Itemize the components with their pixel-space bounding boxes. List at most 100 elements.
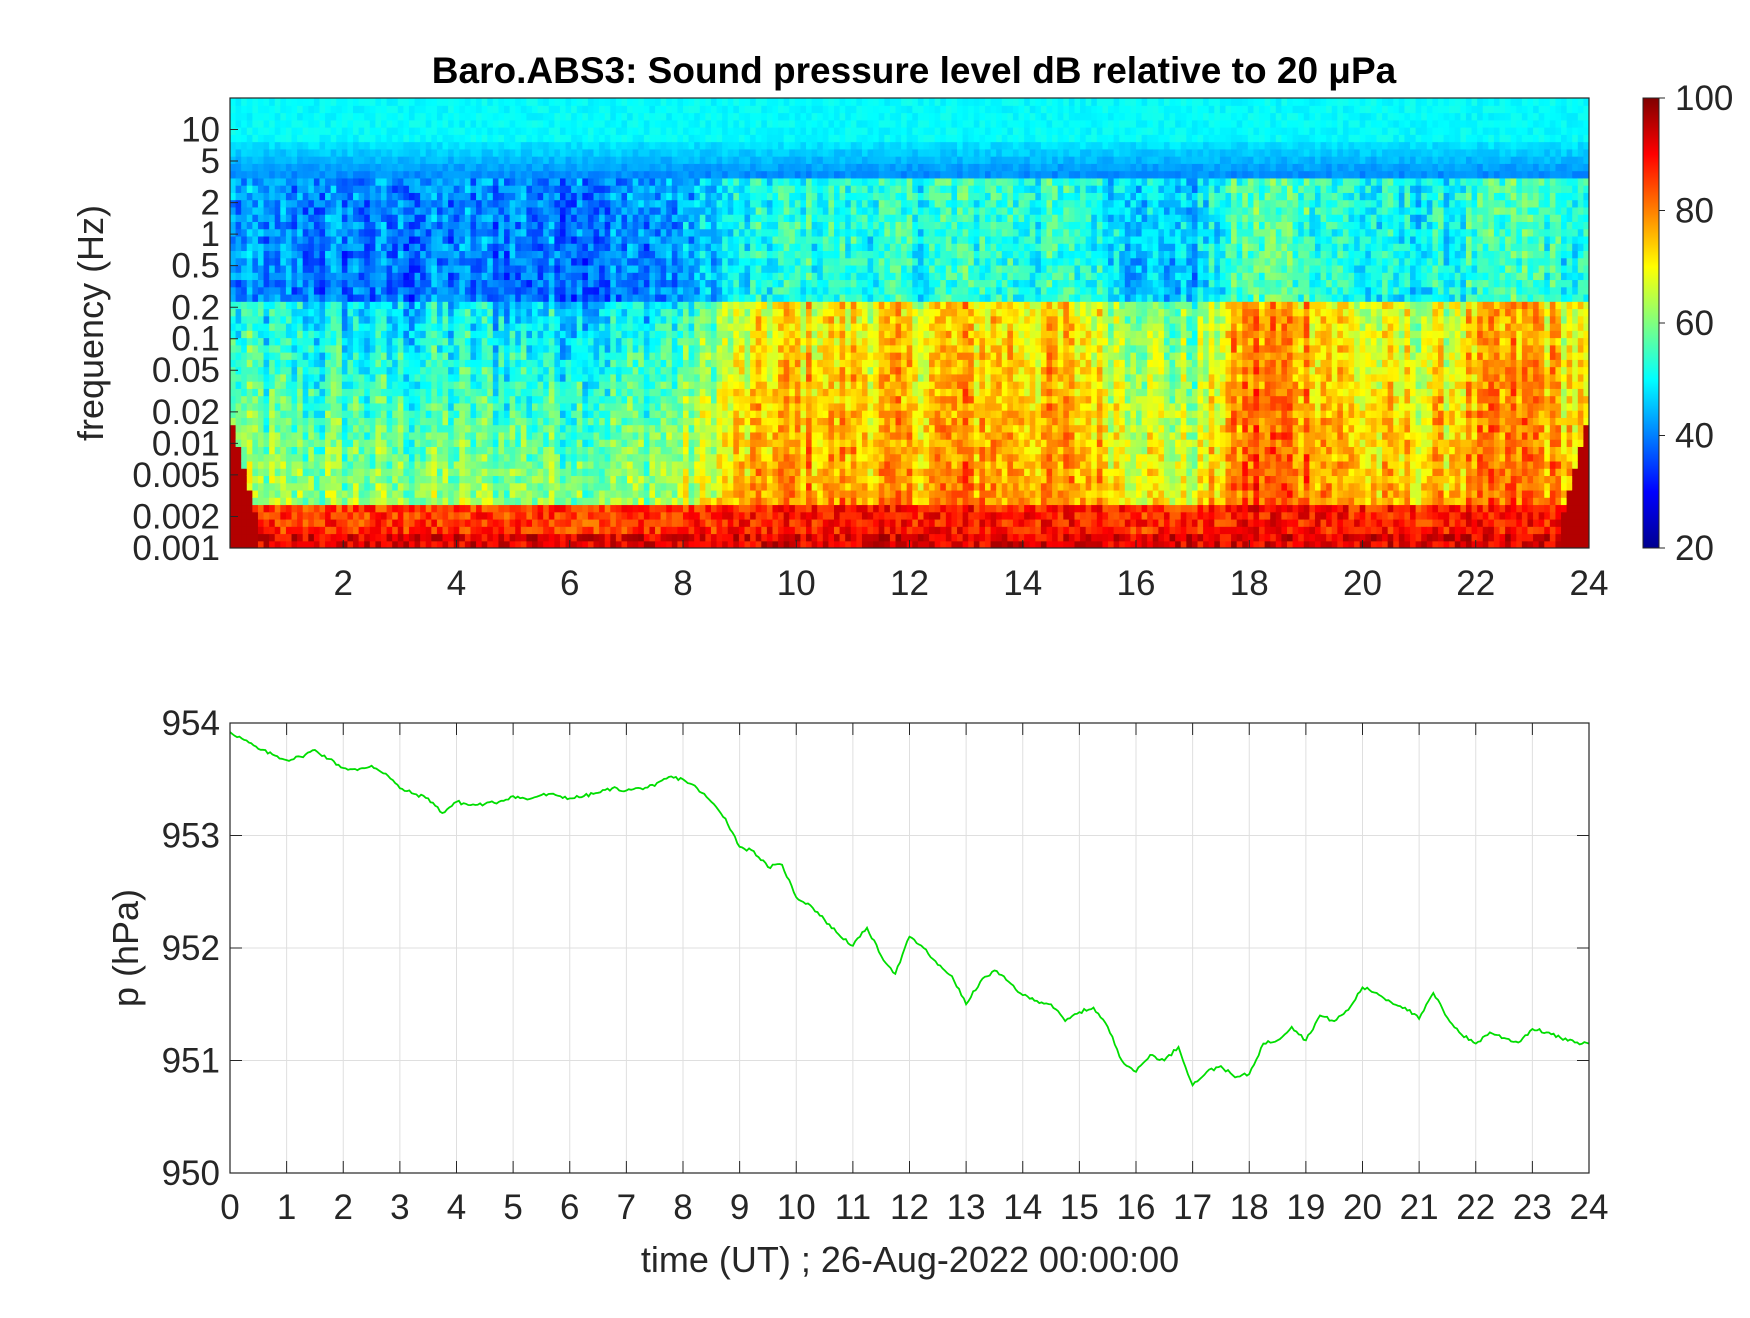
spectrogram-cell: [252, 185, 259, 193]
spectrogram-cell: [604, 170, 611, 179]
spectrogram-cell: [302, 141, 309, 150]
spectrogram-cell: [565, 330, 572, 339]
spectrogram-cell: [593, 279, 600, 288]
spectrogram-cell: [246, 373, 253, 382]
spectrogram-cell: [347, 489, 354, 498]
spectrogram-cell: [274, 264, 281, 273]
spectrogram-cell: [571, 293, 578, 302]
spectrogram-cell: [526, 402, 533, 411]
spectrogram-cell: [381, 112, 388, 121]
spectrogram-cell: [353, 475, 360, 484]
spectrogram-cell: [285, 228, 293, 237]
spectrogram-cell: [459, 214, 466, 222]
spectrogram-cell: [610, 264, 617, 273]
spectrogram-cell: [604, 540, 611, 548]
spectrogram-cell: [582, 127, 589, 135]
spectrogram-cell: [559, 286, 567, 295]
spectrogram-cell: [285, 119, 293, 128]
spectrogram-cell: [408, 540, 416, 548]
spectrogram-cell: [341, 439, 349, 447]
spectrogram-cell: [520, 228, 527, 237]
spectrogram-cell: [263, 366, 270, 375]
spectrogram-cell: [649, 228, 656, 237]
spectrogram-cell: [470, 381, 477, 389]
spectrogram-cell: [666, 410, 673, 418]
spectrogram-cell: [235, 511, 242, 520]
spectrogram-cell: [403, 112, 410, 121]
spectrogram-cell: [302, 511, 309, 520]
spectrogram-cell: [554, 460, 561, 469]
spectrogram-cell: [498, 497, 505, 506]
spectrogram-cell: [559, 381, 567, 389]
spectrogram-cell: [453, 359, 460, 368]
spectrogram-cell: [403, 134, 410, 143]
spectrogram-cell: [649, 206, 656, 215]
spectrogram-cell: [481, 468, 488, 477]
spectrogram-cell: [593, 214, 600, 222]
spectrogram-cell: [436, 293, 444, 302]
spectrogram-cell: [487, 504, 494, 513]
spectrogram-cell: [386, 504, 393, 513]
spectrogram-cell: [375, 482, 382, 491]
spectrogram-cell: [442, 337, 449, 346]
spectrogram-cell: [448, 373, 455, 382]
spectrogram-cell: [297, 141, 304, 150]
spectrogram-cell: [347, 170, 354, 179]
spectrogram-cell: [235, 264, 242, 273]
spectrogram-cell: [537, 482, 544, 491]
spectrogram-cell: [414, 381, 421, 389]
spectrogram-cell: [459, 475, 466, 484]
spectrogram-cell: [397, 381, 404, 389]
spectrogram-cell: [448, 402, 455, 411]
spectrogram-cell: [235, 540, 242, 548]
spectrogram-cell: [420, 337, 427, 346]
spectrogram-cell: [599, 243, 606, 252]
spectrogram-cell: [442, 453, 449, 462]
spectrogram-cell: [587, 446, 595, 455]
spectrogram-cell: [548, 337, 555, 346]
spectrogram-cell: [627, 148, 634, 157]
spectrogram-cell: [319, 359, 326, 368]
spectrogram-cell: [548, 206, 555, 215]
spectrogram-cell: [330, 315, 337, 324]
spectrogram-cell: [325, 148, 332, 157]
spectrogram-cell: [627, 460, 634, 469]
spectrogram-cell: [241, 460, 248, 469]
spectrogram-cell: [621, 323, 628, 331]
spectrogram-cell: [442, 98, 449, 106]
spectrogram-cell: [504, 308, 511, 317]
spectrogram-cell: [498, 112, 505, 121]
spectrogram-cell: [671, 489, 678, 498]
spectrogram-cell: [615, 489, 623, 498]
spectrogram-cell: [599, 163, 606, 172]
spectrogram-cell: [230, 344, 237, 353]
spectrogram-cell: [565, 250, 572, 259]
spectrogram-cell: [476, 228, 483, 237]
spectrogram-cell: [476, 279, 483, 288]
spectrogram-cell: [559, 526, 567, 535]
spectrogram-cell: [341, 431, 349, 440]
spectrogram-cell: [615, 504, 623, 513]
spectrogram-cell: [643, 98, 651, 106]
spectrogram-cell: [285, 518, 293, 527]
spectrogram-cell: [386, 366, 393, 375]
spectrogram-cell: [643, 199, 651, 208]
spectrogram-cell: [285, 163, 293, 172]
spectrogram-cell: [476, 330, 483, 339]
spectrogram-cell: [330, 112, 337, 121]
spectrogram-cell: [291, 395, 298, 404]
spectrogram-cell: [638, 439, 645, 447]
spectrogram-cell: [599, 439, 606, 447]
spectrogram-cell: [643, 279, 651, 288]
spectrogram-cell: [448, 192, 455, 201]
spectrogram-cell: [308, 214, 315, 222]
spectrogram-cell: [487, 156, 494, 164]
spectrogram-cell: [448, 170, 455, 179]
spectrogram-cell: [375, 460, 382, 469]
spectrogram-cell: [431, 141, 438, 150]
spectrogram-cell: [559, 119, 567, 128]
spectrogram-cell: [336, 424, 343, 433]
spectrogram-cell: [403, 482, 410, 491]
spectrogram-cell: [543, 381, 550, 389]
spectrogram-cell: [638, 192, 645, 201]
